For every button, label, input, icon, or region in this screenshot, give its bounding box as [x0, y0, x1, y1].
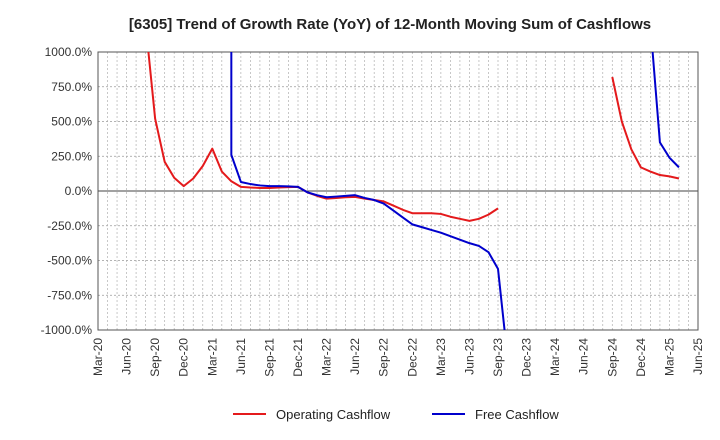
- chart-title: [6305] Trend of Growth Rate (YoY) of 12-…: [129, 16, 651, 33]
- y-tick-label: 750.0%: [51, 80, 92, 94]
- x-tick-label: Mar-24: [548, 338, 562, 376]
- y-tick-label: -1000.0%: [41, 323, 93, 337]
- legend: Operating Cashflow Free Cashflow: [233, 407, 559, 422]
- x-tick-label: Dec-23: [520, 338, 534, 377]
- legend-label: Operating Cashflow: [276, 407, 391, 422]
- series-line-free-cashflow: [230, 52, 680, 330]
- x-tick-label: Dec-21: [291, 338, 305, 377]
- x-tick-label: Jun-21: [234, 338, 248, 375]
- y-axis-ticks: 1000.0% 750.0% 500.0% 250.0% 0.0% -250.0% -500…: [41, 45, 93, 337]
- x-tick-label: Jun-20: [120, 338, 134, 375]
- x-tick-label: Mar-20: [91, 338, 105, 376]
- x-tick-label: Sep-21: [262, 338, 276, 377]
- x-tick-label: Dec-20: [177, 338, 191, 377]
- x-tick-label: Sep-22: [377, 338, 391, 377]
- x-tick-label: Sep-20: [148, 338, 162, 377]
- x-tick-label: Mar-22: [320, 338, 334, 376]
- y-tick-label: 500.0%: [51, 115, 92, 129]
- y-tick-label: 1000.0%: [45, 45, 93, 59]
- series-layer: [147, 52, 680, 330]
- x-tick-label: Jun-23: [462, 338, 476, 375]
- x-tick-label: Sep-24: [605, 338, 619, 377]
- x-tick-label: Jun-22: [348, 338, 362, 375]
- y-tick-label: 0.0%: [65, 184, 93, 198]
- x-axis-ticks: Mar-20 Jun-20 Sep-20 Dec-20 Mar-21 Jun-21 Sep-…: [91, 338, 705, 377]
- x-tick-label: Mar-25: [662, 338, 676, 376]
- x-tick-label: Mar-21: [205, 338, 219, 376]
- y-tick-label: -250.0%: [47, 219, 92, 233]
- legend-label: Free Cashflow: [475, 407, 559, 422]
- y-tick-label: -500.0%: [47, 254, 92, 268]
- x-tick-label: Jun-24: [577, 338, 591, 375]
- y-tick-label: 250.0%: [51, 149, 92, 163]
- x-tick-label: Dec-24: [634, 338, 648, 377]
- x-tick-label: Dec-22: [405, 338, 419, 377]
- y-tick-label: -750.0%: [47, 288, 92, 302]
- plot-frame: [97, 51, 699, 331]
- x-tick-label: Mar-23: [434, 338, 448, 376]
- x-tick-label: Sep-23: [491, 338, 505, 377]
- x-tick-label: Jun-25: [691, 338, 705, 375]
- series-line-operating-cashflow: [147, 52, 680, 222]
- grid: [98, 52, 698, 330]
